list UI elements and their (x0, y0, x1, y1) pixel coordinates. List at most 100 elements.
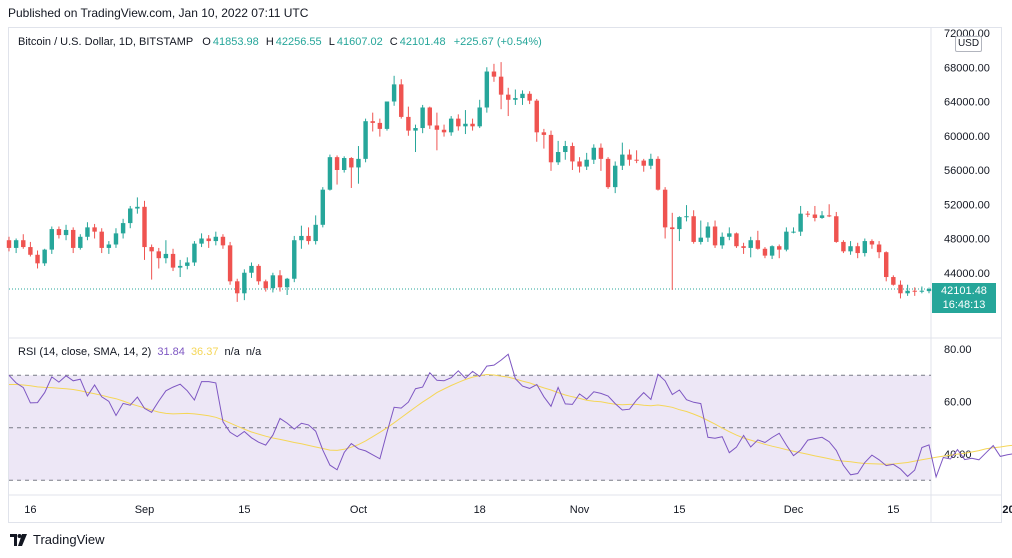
time-tick-label: 2022 (1002, 504, 1012, 516)
candle (341, 156, 347, 173)
candle-body (292, 240, 297, 279)
candle (755, 230, 761, 250)
price-tick-label: 68000.00 (944, 62, 990, 74)
candle (135, 197, 140, 214)
candle-body (28, 247, 33, 255)
candle (541, 128, 547, 149)
candle (420, 104, 425, 134)
time-tick-label: 15 (238, 504, 250, 516)
candle-body (819, 215, 825, 218)
candle (620, 142, 625, 170)
candle-body (377, 122, 383, 129)
candle (648, 153, 654, 170)
candle-body (177, 265, 183, 268)
candle-body (648, 158, 654, 166)
candle-body (35, 254, 40, 264)
candle (56, 226, 62, 239)
candle (534, 98, 539, 142)
candle (242, 269, 247, 301)
candle-body (755, 240, 761, 249)
candle (463, 110, 468, 135)
candle (334, 155, 340, 185)
candle-body (684, 216, 689, 218)
candle-body (620, 154, 625, 166)
candle-body (470, 123, 475, 127)
candle (655, 156, 661, 191)
candle-body (434, 125, 440, 130)
candle (434, 112, 440, 151)
candle (206, 235, 211, 248)
candle-body (805, 213, 810, 215)
candle-body (263, 281, 268, 289)
candle-body (427, 107, 432, 126)
price-tick-label: 60000.00 (944, 131, 990, 143)
candle (149, 244, 154, 280)
candle-body (220, 236, 226, 246)
candle-body (491, 71, 497, 77)
candle-body (634, 159, 639, 161)
chart-frame (8, 27, 1002, 523)
candle-body (555, 152, 561, 163)
currency-button[interactable]: USD (955, 36, 982, 52)
candle-body (919, 290, 925, 292)
candle-body (769, 246, 775, 256)
candle-body (13, 240, 19, 248)
candle (876, 241, 882, 259)
candle (470, 118, 475, 131)
candle-body (384, 101, 390, 129)
candle (563, 140, 568, 160)
rsi-sma-line (9, 373, 1012, 465)
candle-body (748, 240, 753, 248)
candle (634, 150, 639, 164)
candle-body (356, 158, 361, 168)
candle-body (149, 247, 154, 252)
published-header: Published on TradingView.com, Jan 10, 20… (8, 6, 309, 20)
candle (49, 226, 55, 254)
last-price-badge: 42101.48 16:48:13 (932, 283, 996, 313)
candle-body (869, 241, 875, 245)
candle (170, 248, 176, 272)
candle (791, 227, 796, 234)
candle (163, 240, 169, 264)
candle (698, 220, 703, 245)
candle-body (570, 146, 575, 162)
candle-body (420, 107, 425, 129)
candle-body (712, 226, 718, 246)
footer-branding[interactable]: TradingView (10, 532, 105, 547)
candle (812, 205, 818, 222)
legend-low: 41607.02 (336, 36, 383, 48)
time-tick-label: Oct (350, 504, 367, 516)
candle-body (876, 244, 882, 253)
candle (798, 205, 803, 236)
candle-body (399, 84, 404, 117)
candle-body (848, 246, 853, 252)
candle (128, 205, 133, 229)
candle (363, 118, 368, 163)
candle-body (42, 249, 47, 264)
candle (227, 241, 233, 285)
candle-body (170, 253, 176, 268)
candle-body (834, 216, 839, 242)
candle-body (612, 165, 618, 188)
candle (413, 124, 418, 153)
candle (748, 236, 753, 258)
candle-body (21, 240, 26, 248)
candle (719, 232, 725, 249)
candle (912, 287, 917, 296)
candle-body (577, 161, 582, 167)
candle (42, 248, 47, 266)
time-tick-label: 15 (673, 504, 685, 516)
candle (727, 227, 732, 241)
candle-body (85, 227, 90, 237)
candle-body (341, 158, 347, 170)
candle (99, 228, 104, 254)
rsi-na-1: n/a (224, 346, 240, 358)
candle-body (370, 121, 375, 123)
candle-body (456, 118, 461, 127)
candle-body (227, 245, 233, 282)
candle (327, 154, 333, 191)
candle-body (883, 252, 889, 278)
candle (520, 90, 525, 105)
candle-body (99, 231, 104, 248)
